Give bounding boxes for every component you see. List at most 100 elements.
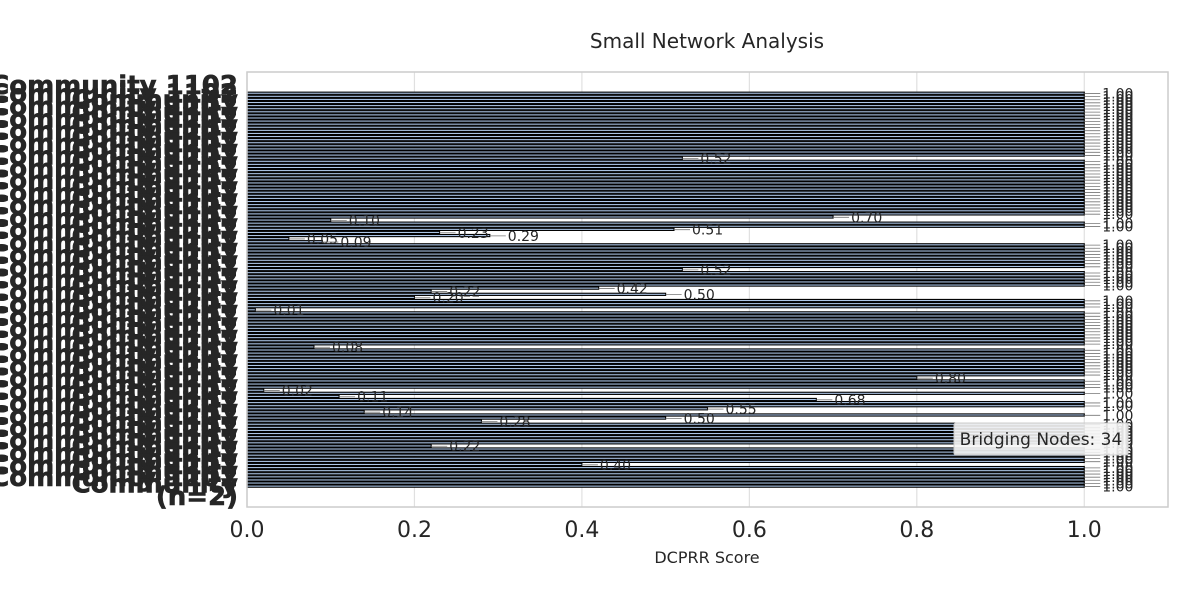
bar <box>246 323 1085 327</box>
value-label: 1.00 <box>1102 93 1133 109</box>
value-label: 1.00 <box>1102 269 1133 285</box>
category-label: Community 1102 <box>0 339 238 369</box>
bar <box>246 184 1085 188</box>
value-label: 1.00 <box>1102 387 1133 403</box>
bar <box>246 258 1085 262</box>
value-label: 0.29 <box>508 229 539 245</box>
value-label: 1.00 <box>1102 365 1133 381</box>
bar <box>246 144 1085 148</box>
x-tick-label: 0.2 <box>397 518 432 543</box>
category-label: Community 1102 <box>0 228 238 258</box>
bar <box>246 388 265 392</box>
bar <box>246 407 709 411</box>
value-label: 1.00 <box>1102 145 1133 161</box>
value-label: 1.00 <box>1102 247 1133 263</box>
category-label: Community 1102 <box>0 154 238 184</box>
bar <box>246 243 1085 247</box>
category-label: Community <box>72 321 238 351</box>
category-label: Community 1102 <box>0 104 238 134</box>
value-label: 1.00 <box>1102 117 1133 133</box>
value-label: 0.40 <box>600 458 631 474</box>
value-labels: 1.001.001.001.001.001.001.001.001.001.00… <box>255 87 1133 495</box>
category-label: Community <box>72 135 238 165</box>
category-label: Community <box>72 445 238 475</box>
value-label: 0.50 <box>684 288 715 304</box>
category-label: Community <box>72 185 238 215</box>
category-label: Community 1102 <box>0 451 238 481</box>
annotation-background <box>953 422 1129 456</box>
bar <box>246 246 1085 250</box>
bar <box>246 410 365 414</box>
value-label: 1.00 <box>1102 356 1133 372</box>
value-label: 1.00 <box>1102 470 1133 486</box>
bar <box>246 419 482 423</box>
value-label: 0.52 <box>700 152 731 168</box>
bar <box>246 336 1085 340</box>
bar <box>246 255 1085 259</box>
value-label: 1.00 <box>1102 328 1133 344</box>
value-label: 1.00 <box>1102 343 1133 359</box>
category-label: Community 1102 <box>0 463 238 493</box>
value-label: 1.00 <box>1102 260 1133 276</box>
category-label: Community <box>72 247 238 277</box>
category-label: Community 1102 <box>0 117 238 147</box>
bar <box>246 199 1085 204</box>
bar <box>246 138 1085 142</box>
value-label: 1.00 <box>1102 359 1133 375</box>
bar <box>246 147 1085 151</box>
value-label: 1.00 <box>1102 139 1133 155</box>
category-label: Community 1102 <box>0 265 238 295</box>
bar <box>246 119 1085 123</box>
bar <box>246 329 1085 334</box>
bar <box>246 172 1085 176</box>
bar <box>246 175 1085 179</box>
category-label: Community <box>72 98 238 128</box>
category-label: Community 1102 <box>0 377 238 407</box>
category-label: Community <box>72 222 238 252</box>
bar <box>246 206 1085 210</box>
category-label: Community 1102 <box>0 315 238 345</box>
value-label: 1.00 <box>1102 294 1133 310</box>
value-label: 1.00 <box>1102 133 1133 149</box>
category-label: Community <box>72 148 238 178</box>
value-label: 1.00 <box>1102 108 1133 124</box>
value-label: 1.00 <box>1102 164 1133 180</box>
bar <box>246 462 583 467</box>
bar <box>246 280 1085 284</box>
value-label: 1.00 <box>1102 362 1133 378</box>
category-label: Community <box>72 457 238 487</box>
bar <box>246 416 667 420</box>
bar <box>246 168 1085 173</box>
bar <box>246 283 1085 287</box>
bar <box>246 298 1085 303</box>
bar <box>246 354 1085 358</box>
category-label: Community <box>72 123 238 153</box>
value-label: 1.00 <box>1102 87 1133 103</box>
bar <box>246 301 1085 306</box>
bar <box>246 128 1085 132</box>
bar <box>246 103 1085 108</box>
bar <box>246 484 1085 488</box>
category-label: Community <box>72 407 238 437</box>
value-label: 1.00 <box>1102 167 1133 183</box>
bar <box>246 363 1085 368</box>
bar <box>246 481 1085 485</box>
annotation-text: Bridging Nodes: 34 <box>960 430 1123 450</box>
plot-area: 1.001.001.001.001.001.001.001.001.001.00… <box>246 71 1169 508</box>
category-label: Community <box>72 110 238 140</box>
category-label: Community 1102 <box>0 191 238 221</box>
value-label: 0.55 <box>726 402 757 418</box>
bar <box>246 305 1085 309</box>
bar <box>246 478 1085 482</box>
bar <box>246 289 432 293</box>
bar <box>246 475 1085 479</box>
value-label: 1.00 <box>1102 353 1133 369</box>
x-tick-label: 0.4 <box>564 518 599 543</box>
bar <box>246 376 918 380</box>
bar <box>246 165 1085 170</box>
value-label: 1.00 <box>1102 275 1133 291</box>
value-label: 1.00 <box>1102 179 1133 195</box>
value-label: 1.00 <box>1102 105 1133 121</box>
value-label: 1.00 <box>1102 266 1133 282</box>
bar <box>246 202 1085 207</box>
